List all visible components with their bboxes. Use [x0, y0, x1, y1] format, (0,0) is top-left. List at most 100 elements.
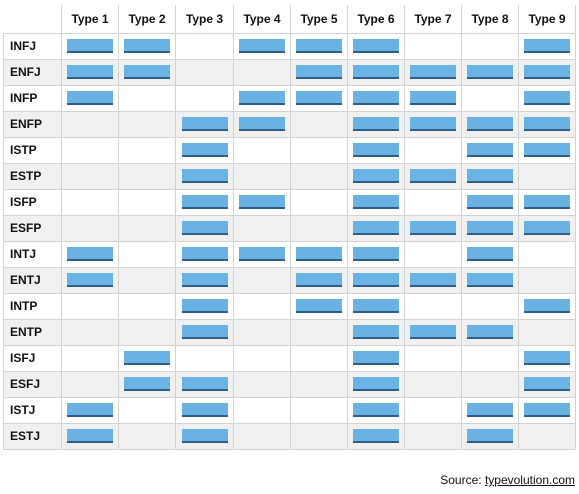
row-label: ENTP — [3, 318, 62, 346]
table-row: ENTP — [3, 318, 576, 346]
table-cell — [233, 344, 291, 372]
row-label: INFJ — [3, 32, 62, 60]
row-label: ISTJ — [3, 396, 62, 424]
match-bar — [524, 377, 570, 391]
table-cell — [290, 84, 348, 112]
match-bar — [467, 195, 513, 209]
match-bar — [67, 65, 113, 79]
table-cell — [518, 292, 576, 320]
table-cell — [61, 110, 119, 138]
source-link[interactable]: typevolution.com — [484, 473, 575, 487]
table-cell — [347, 58, 405, 86]
match-bar — [467, 221, 513, 235]
table-cell — [518, 422, 576, 450]
match-bar — [353, 39, 399, 53]
table-cell — [461, 292, 519, 320]
table-cell — [118, 240, 176, 268]
table-cell — [347, 422, 405, 450]
table-cell — [175, 240, 234, 268]
table-cell — [233, 214, 291, 242]
table-cell — [290, 110, 348, 138]
table-cell — [61, 292, 119, 320]
match-bar — [67, 429, 113, 443]
row-label: ISTP — [3, 136, 62, 164]
table-cell — [290, 136, 348, 164]
row-label: ENFP — [3, 110, 62, 138]
match-bar — [67, 247, 113, 261]
row-label: ISFJ — [3, 344, 62, 372]
match-bar — [353, 91, 399, 105]
table-cell — [347, 110, 405, 138]
table-cell — [233, 188, 291, 216]
table-cell — [518, 266, 576, 294]
column-header: Type 8 — [461, 5, 519, 34]
column-header: Type 1 — [61, 5, 119, 34]
table-cell — [233, 32, 291, 60]
match-bar — [524, 195, 570, 209]
table-cell — [461, 318, 519, 346]
table-cell — [518, 84, 576, 112]
table-cell — [347, 292, 405, 320]
match-bar — [353, 143, 399, 157]
table-cell — [518, 396, 576, 424]
table-cell — [461, 188, 519, 216]
match-bar — [124, 351, 170, 365]
table-cell — [118, 396, 176, 424]
table-cell — [404, 58, 462, 86]
column-header: Type 5 — [290, 5, 348, 34]
table-cell — [347, 266, 405, 294]
match-bar — [67, 273, 113, 287]
match-bar — [467, 143, 513, 157]
table-cell — [118, 110, 176, 138]
table-cell — [175, 344, 234, 372]
match-bar — [296, 247, 342, 261]
table-cell — [347, 32, 405, 60]
table-cell — [175, 84, 234, 112]
table-cell — [518, 162, 576, 190]
table-cell — [118, 422, 176, 450]
column-header: Type 2 — [118, 5, 176, 34]
match-bar — [353, 195, 399, 209]
table-row: ESFJ — [3, 370, 576, 398]
table-cell — [461, 240, 519, 268]
row-label: ESFP — [3, 214, 62, 242]
table-cell — [290, 240, 348, 268]
match-bar — [410, 221, 456, 235]
match-bar — [410, 117, 456, 131]
table-cell — [118, 318, 176, 346]
column-header: Type 9 — [518, 5, 576, 34]
table-cell — [461, 32, 519, 60]
table-row: ENFP — [3, 110, 576, 138]
row-label: ESFJ — [3, 370, 62, 398]
table-cell — [290, 188, 348, 216]
match-bar — [410, 325, 456, 339]
table-cell — [518, 344, 576, 372]
column-header: Type 6 — [347, 5, 405, 34]
match-bar — [124, 39, 170, 53]
match-bar — [410, 65, 456, 79]
match-bar — [524, 221, 570, 235]
table-cell — [61, 344, 119, 372]
match-bar — [296, 65, 342, 79]
table-cell — [175, 266, 234, 294]
match-bar — [410, 273, 456, 287]
match-bar — [353, 273, 399, 287]
match-bar — [181, 299, 228, 313]
table-cell — [290, 214, 348, 242]
row-label: ESTJ — [3, 422, 62, 450]
match-bar — [67, 39, 113, 53]
table-cell — [461, 396, 519, 424]
match-bar — [353, 429, 399, 443]
match-bar — [67, 91, 113, 105]
match-bar — [353, 247, 399, 261]
table-cell — [290, 266, 348, 294]
match-bar — [181, 221, 228, 235]
table-cell — [175, 422, 234, 450]
table-cell — [404, 266, 462, 294]
table-cell — [175, 292, 234, 320]
table-cell — [290, 318, 348, 346]
match-bar — [353, 325, 399, 339]
match-bar — [524, 65, 570, 79]
table-cell — [404, 344, 462, 372]
table-cell — [290, 32, 348, 60]
